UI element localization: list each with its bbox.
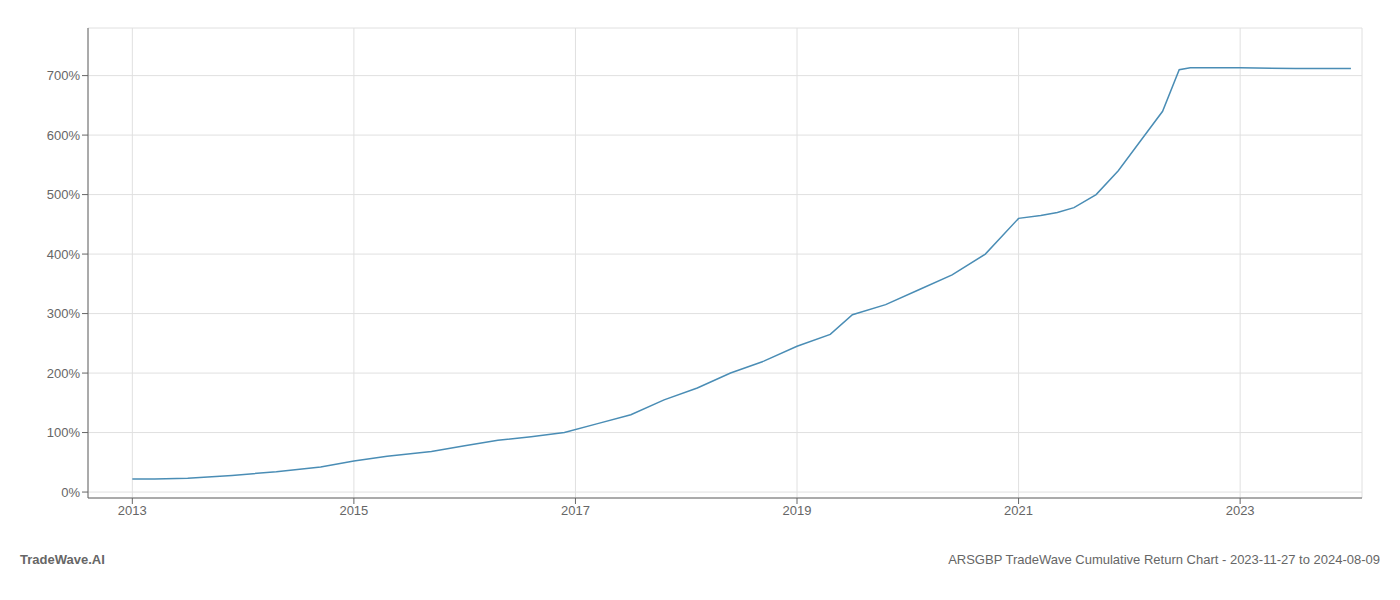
html-text:ARSGBP TradeWave Cumulative Re: ARSGBP TradeWave Cumulative Return Chart… <box>948 552 1380 567</box>
svg-text:100%: 100% <box>47 425 81 440</box>
svg-text:2017: 2017 <box>561 503 590 518</box>
svg-text:0%: 0% <box>61 485 80 500</box>
svg-text:300%: 300% <box>47 306 81 321</box>
svg-text:2021: 2021 <box>1004 503 1033 518</box>
svg-text:200%: 200% <box>47 366 81 381</box>
svg-text:400%: 400% <box>47 247 81 262</box>
svg-text:500%: 500% <box>47 187 81 202</box>
html-text:TradeWave.AI: TradeWave.AI <box>20 552 105 567</box>
svg-text:2013: 2013 <box>118 503 147 518</box>
svg-text:2023: 2023 <box>1226 503 1255 518</box>
svg-text:700%: 700% <box>47 68 81 83</box>
svg-text:2019: 2019 <box>783 503 812 518</box>
svg-text:2015: 2015 <box>339 503 368 518</box>
svg-text:600%: 600% <box>47 128 81 143</box>
